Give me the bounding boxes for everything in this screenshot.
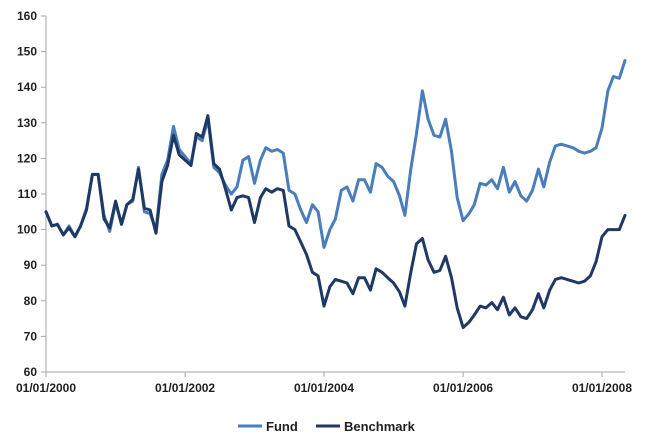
y-tick-label: 110 <box>18 187 38 201</box>
legend: Fund Benchmark <box>238 419 416 434</box>
y-tick-label: 140 <box>17 80 37 94</box>
series-layer <box>44 59 627 329</box>
y-axis: 60 70 80 90 100 110 120 130 140 150 160 <box>17 9 47 379</box>
y-tick-label: 60 <box>24 365 38 379</box>
y-tick-label: 150 <box>17 45 37 59</box>
x-tick-label: 01/01/2000 <box>16 381 76 395</box>
x-tick-label: 01/01/2006 <box>433 381 493 395</box>
y-tick-label: 120 <box>17 151 37 165</box>
y-tick-label: 130 <box>17 116 37 130</box>
y-tick-label: 70 <box>24 329 38 343</box>
x-tick-label: 01/01/2008 <box>572 381 632 395</box>
x-tick-label: 01/01/2002 <box>155 381 215 395</box>
y-tick-label: 80 <box>24 294 38 308</box>
y-tick-label: 90 <box>24 258 38 272</box>
x-tick-label: 01/01/2004 <box>294 381 354 395</box>
x-axis: 01/01/2000 01/01/2002 01/01/2004 01/01/2006… <box>16 371 632 395</box>
series-line-fund <box>44 59 627 249</box>
legend-label: Benchmark <box>344 419 416 434</box>
legend-label: Fund <box>266 419 298 434</box>
y-tick-label: 160 <box>17 9 37 23</box>
series-line-benchmark <box>44 114 627 329</box>
y-tick-label: 100 <box>17 223 37 237</box>
